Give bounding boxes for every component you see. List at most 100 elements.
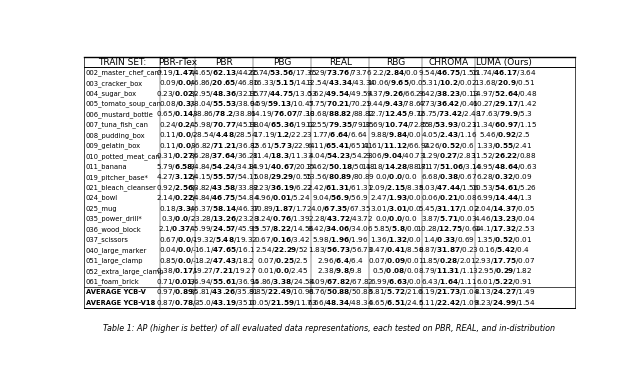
Text: TRAIN SET:: TRAIN SET: — [98, 58, 146, 67]
Text: 54.84/$\bf{46.75}$/54.84: 54.84/$\bf{46.75}$/54.84 — [189, 193, 260, 203]
Text: 16.75/$\bf{73.42}$/2.48: 16.75/$\bf{73.42}$/2.48 — [416, 109, 481, 120]
Text: 9.59/$\bf{59.13}$/10.47: 9.59/$\bf{59.13}$/10.47 — [250, 99, 316, 109]
Text: 35.81/$\bf{43.26}$/35.81: 35.81/$\bf{43.26}$/35.81 — [189, 287, 259, 297]
Text: 0.19/$\bf{1.47}$/-: 0.19/$\bf{1.47}$/- — [156, 68, 199, 78]
Text: 5.62/$\bf{49.54}$/49.54: 5.62/$\bf{49.54}$/49.54 — [307, 88, 373, 99]
Text: 0.11/$\bf{0.0}$/-: 0.11/$\bf{0.0}$/- — [159, 141, 197, 151]
Text: 36.28/$\bf{37.64}$/36.28: 36.28/$\bf{37.64}$/36.28 — [189, 151, 259, 161]
Text: 8.42/$\bf{34.06}$/34.06: 8.42/$\bf{34.06}$/34.06 — [307, 224, 373, 234]
Text: 4.04/$\bf{54.23}$/54.23: 4.04/$\bf{54.23}$/54.23 — [308, 151, 373, 161]
Text: 8.23/$\bf{36.19}$/6.22: 8.23/$\bf{36.19}$/6.22 — [252, 183, 313, 193]
Text: 0.38/$\bf{0.17}$/-: 0.38/$\bf{0.17}$/- — [156, 266, 199, 276]
Text: 9.88/$\bf{9.84}$/0.0: 9.88/$\bf{9.84}$/0.0 — [370, 130, 422, 140]
Text: 0.11/$\bf{0.0}$/-: 0.11/$\bf{0.0}$/- — [159, 130, 197, 140]
Text: 0.06/$\bf{0.21}$/0.08: 0.06/$\bf{0.21}$/0.08 — [420, 193, 477, 203]
Text: 12.54/$\bf{43.34}$/43.34: 12.54/$\bf{43.34}$/43.34 — [305, 78, 376, 88]
Text: 009_gelatin_box: 009_gelatin_box — [86, 142, 141, 149]
Text: AVERAGE YCB-V18: AVERAGE YCB-V18 — [86, 300, 156, 306]
Text: 0.24/$\bf{0.2}$/-: 0.24/$\bf{0.2}$/- — [159, 120, 196, 130]
Text: 11.04/$\bf{65.36}$/19.02: 11.04/$\bf{65.36}$/19.02 — [247, 120, 317, 130]
Text: 9.42/$\bf{38.23}$/0.13: 9.42/$\bf{38.23}$/0.13 — [418, 88, 479, 99]
Text: 10.28/$\bf{12.75}$/0.64: 10.28/$\bf{12.75}$/0.64 — [416, 224, 482, 234]
Text: 6.11/$\bf{65.41}$/65.41: 6.11/$\bf{65.41}$/65.41 — [307, 141, 373, 151]
Text: 9.06/$\bf{9.04}$/40.73: 9.06/$\bf{9.04}$/40.73 — [365, 151, 426, 161]
Text: 36.82/$\bf{71.21}$/36.82: 36.82/$\bf{71.21}$/36.82 — [189, 141, 259, 151]
Text: LUMA (Ours): LUMA (Ours) — [476, 58, 532, 67]
Text: 11.74/$\bf{46.17}$/3.64: 11.74/$\bf{46.17}$/3.64 — [472, 68, 537, 78]
Text: 5.31/$\bf{10.2}$/0.02: 5.31/$\bf{10.2}$/0.02 — [421, 78, 477, 88]
Text: 0.16/$\bf{5.42}$/0.4: 0.16/$\bf{5.42}$/0.4 — [478, 245, 531, 255]
Text: 46.37/$\bf{58.14}$/46.37: 46.37/$\bf{58.14}$/46.37 — [189, 204, 260, 213]
Text: 2.47/$\bf{1.93}$/0.0: 2.47/$\bf{1.93}$/0.0 — [370, 193, 422, 203]
Text: 6.99/$\bf{14.44}$/1.3: 6.99/$\bf{14.44}$/1.3 — [476, 193, 532, 203]
Text: 5.81/$\bf{5.72}$/21.0: 5.81/$\bf{5.72}$/21.0 — [368, 287, 424, 297]
Text: 12.7/$\bf{12.45}$/9.72: 12.7/$\bf{12.45}$/9.72 — [366, 109, 426, 120]
Text: 0.07/$\bf{0.09}$/0.01: 0.07/$\bf{0.09}$/0.01 — [367, 256, 424, 266]
Text: 6.43/$\bf{1.64}$/1.11: 6.43/$\bf{1.64}$/1.11 — [420, 277, 477, 287]
Text: 0.01/$\bf{0.0}$/2.45: 0.01/$\bf{0.0}$/2.45 — [257, 266, 308, 276]
Text: 46.86/$\bf{20.65}$/46.86: 46.86/$\bf{20.65}$/46.86 — [189, 78, 260, 88]
Text: 14.19/$\bf{76.07}$/7.38: 14.19/$\bf{76.07}$/7.38 — [250, 109, 315, 120]
Text: 0.71/$\bf{0.01}$/-: 0.71/$\bf{0.01}$/- — [156, 277, 199, 287]
Text: 0.92/$\bf{2.56}$/-: 0.92/$\bf{2.56}$/- — [156, 183, 199, 193]
Text: 11.4/$\bf{18.3}$/11.33: 11.4/$\bf{18.3}$/11.33 — [252, 151, 313, 161]
Text: 024_bowl: 024_bowl — [86, 195, 118, 201]
Text: 0.0/$\bf{0.0}$/0.0: 0.0/$\bf{0.0}$/0.0 — [374, 214, 417, 224]
Text: 1.77/$\bf{6.64}$/6.64: 1.77/$\bf{6.64}$/6.64 — [312, 130, 368, 140]
Text: 36.94/$\bf{55.61}$/36.94: 36.94/$\bf{55.61}$/36.94 — [189, 277, 260, 287]
Text: 10.89/$\bf{1.87}$/1.72: 10.89/$\bf{1.87}$/1.72 — [252, 204, 312, 213]
Text: 10.53/$\bf{54.61}$/5.26: 10.53/$\bf{54.61}$/5.26 — [472, 183, 537, 193]
Text: 10.69/$\bf{10.74}$/72.85: 10.69/$\bf{10.74}$/72.85 — [361, 120, 431, 130]
Text: 036_wood_block: 036_wood_block — [86, 226, 141, 233]
Text: 0.97/$\bf{0.89}$/-: 0.97/$\bf{0.89}$/- — [156, 287, 199, 297]
Text: 6.01/$\bf{5.22}$/0.91: 6.01/$\bf{5.22}$/0.91 — [476, 277, 532, 287]
Text: 0.87/$\bf{0.78}$/-: 0.87/$\bf{0.78}$/- — [156, 298, 199, 308]
Text: 0.0/$\bf{0.0}$/0.0: 0.0/$\bf{0.0}$/0.0 — [374, 172, 417, 182]
Text: 21.74/$\bf{53.56}$/17.35: 21.74/$\bf{53.56}$/17.35 — [247, 68, 317, 78]
Text: 1.35/$\bf{0.52}$/0.01: 1.35/$\bf{0.52}$/0.01 — [476, 235, 532, 245]
Text: 17.17/$\bf{51.06}$/3.16: 17.17/$\bf{51.06}$/3.16 — [416, 162, 482, 172]
Text: 15.57/$\bf{8.22}$/14.56: 15.57/$\bf{8.22}$/14.56 — [250, 224, 315, 234]
Text: 17.63/$\bf{79.9}$/5.3: 17.63/$\bf{79.9}$/5.3 — [476, 109, 532, 120]
Text: 14.1/$\bf{17.32}$/2.53: 14.1/$\bf{17.32}$/2.53 — [474, 224, 535, 234]
Text: 6.65/$\bf{6.51}$/24.5: 6.65/$\bf{6.51}$/24.5 — [368, 298, 424, 308]
Text: 0.3/$\bf{0.0}$/-: 0.3/$\bf{0.0}$/- — [161, 214, 195, 224]
Text: 008_pudding_box: 008_pudding_box — [86, 132, 145, 139]
Text: 2.2/$\bf{2.84}$/0.0: 2.2/$\bf{2.84}$/0.0 — [372, 68, 419, 78]
Text: 2.14/$\bf{0.22}$/-: 2.14/$\bf{0.22}$/- — [156, 193, 199, 203]
Text: 11.34/$\bf{60.97}$/1.15: 11.34/$\bf{60.97}$/1.15 — [471, 120, 538, 130]
Text: 5.75/$\bf{70.21}$/70.21: 5.75/$\bf{70.21}$/70.21 — [308, 99, 372, 109]
Text: 1.33/$\bf{0.55}$/2.41: 1.33/$\bf{0.55}$/2.41 — [476, 141, 532, 151]
Text: 45.98/$\bf{70.77}$/45.98: 45.98/$\bf{70.77}$/45.98 — [189, 120, 260, 130]
Text: 1.08/$\bf{29.29}$/0.55: 1.08/$\bf{29.29}$/0.55 — [252, 172, 312, 182]
Text: 4.27/$\bf{3.12}$/-: 4.27/$\bf{3.12}$/- — [156, 172, 199, 182]
Text: 1.29/$\bf{0.27}$/2.83: 1.29/$\bf{0.27}$/2.83 — [421, 151, 476, 161]
Text: 0.09/$\bf{0.0}$/-: 0.09/$\bf{0.0}$/- — [159, 78, 197, 88]
Text: 5.98/$\bf{1.96}$/1.96: 5.98/$\bf{1.96}$/1.96 — [312, 235, 369, 245]
Text: 0.85/$\bf{0.0}$/-: 0.85/$\bf{0.0}$/- — [159, 256, 196, 266]
Text: 9.37/$\bf{9.26}$/66.26: 9.37/$\bf{9.26}$/66.26 — [365, 88, 426, 99]
Text: 9.04/$\bf{56.9}$/56.9: 9.04/$\bf{56.9}$/56.9 — [312, 193, 369, 203]
Text: 021_bleach_cleanser: 021_bleach_cleanser — [86, 184, 157, 191]
Text: PBG: PBG — [273, 58, 292, 67]
Text: 5.45/$\bf{31.17}$/1.02: 5.45/$\bf{31.17}$/1.02 — [418, 204, 479, 213]
Text: 16.1/$\bf{47.65}$/16.1: 16.1/$\bf{47.65}$/16.1 — [194, 245, 255, 255]
Text: 0.31/$\bf{0.27}$/-: 0.31/$\bf{0.27}$/- — [156, 151, 199, 161]
Text: 3.24/$\bf{0.76}$/1.39: 3.24/$\bf{0.76}$/1.39 — [254, 214, 310, 224]
Text: 35.0/$\bf{43.19}$/35.0: 35.0/$\bf{43.19}$/35.0 — [193, 298, 255, 308]
Text: 44.65/$\bf{62.13}$/44.65: 44.65/$\bf{62.13}$/44.65 — [189, 68, 260, 78]
Text: 5.46/$\bf{0.92}$/2.5: 5.46/$\bf{0.92}$/2.5 — [479, 130, 530, 140]
Text: 15.86/$\bf{3.38}$/24.54: 15.86/$\bf{3.38}$/24.54 — [250, 277, 315, 287]
Text: 052_extra_large_clamp: 052_extra_large_clamp — [86, 268, 164, 275]
Text: 38.86/$\bf{78.2}$/38.86: 38.86/$\bf{78.2}$/38.86 — [192, 109, 257, 120]
Text: 32.95/$\bf{48.36}$/32.95: 32.95/$\bf{48.36}$/32.95 — [189, 88, 260, 99]
Text: 2.09/$\bf{2.15}$/8.35: 2.09/$\bf{2.15}$/8.35 — [368, 183, 424, 193]
Text: 6.28/$\bf{0.32}$/0.09: 6.28/$\bf{0.32}$/0.09 — [476, 172, 532, 182]
Text: 6.29/$\bf{73.76}$/73.76: 6.29/$\bf{73.76}$/73.76 — [308, 68, 372, 78]
Text: 4.0/$\bf{67.35}$/67.35: 4.0/$\bf{67.35}$/67.35 — [310, 204, 371, 213]
Text: 45.99/$\bf{24.57}$/45.99: 45.99/$\bf{24.57}$/45.99 — [189, 224, 260, 234]
Text: 6.76/$\bf{50.88}$/50.88: 6.76/$\bf{50.88}$/50.88 — [308, 287, 373, 297]
Text: 9.44/$\bf{9.43}$/78.67: 9.44/$\bf{9.43}$/78.67 — [365, 99, 426, 109]
Text: 8.09/$\bf{67.82}$/67.82: 8.09/$\bf{67.82}$/67.82 — [307, 277, 373, 287]
Text: 6.99/$\bf{6.63}$/0.0: 6.99/$\bf{6.63}$/0.0 — [370, 277, 422, 287]
